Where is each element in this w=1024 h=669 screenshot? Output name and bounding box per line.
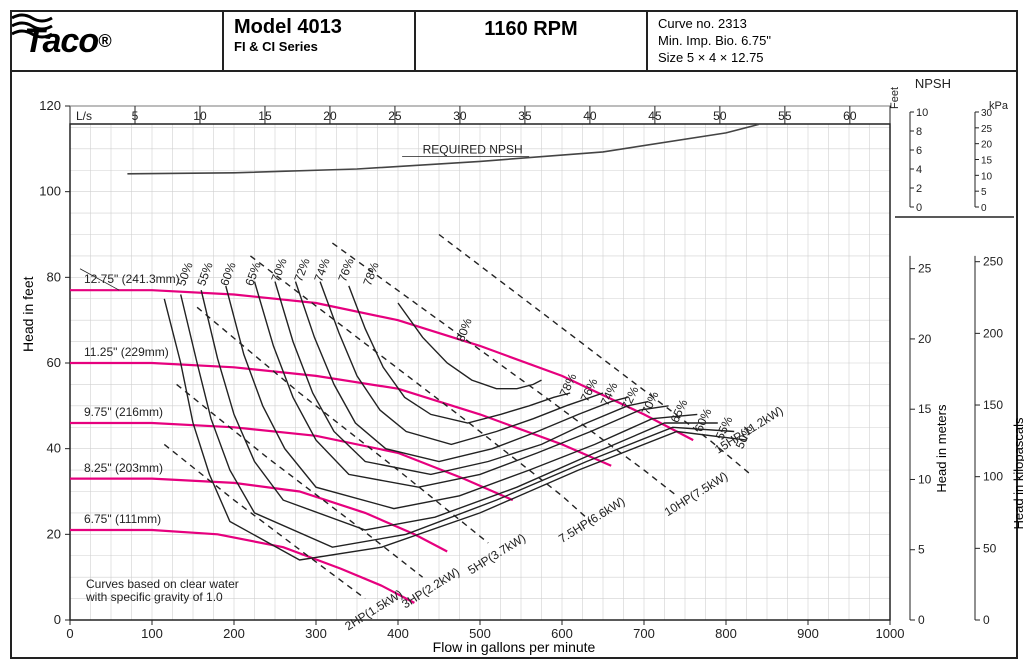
svg-text:400: 400 bbox=[387, 626, 409, 641]
svg-text:5: 5 bbox=[918, 543, 925, 557]
svg-text:1000: 1000 bbox=[876, 626, 905, 641]
note-line-2: with specific gravity of 1.0 bbox=[86, 590, 223, 604]
svg-text:700: 700 bbox=[633, 626, 655, 641]
plot-canvas: 0100200300400500600700800900100002040608… bbox=[12, 12, 1016, 657]
svg-text:30: 30 bbox=[453, 109, 467, 123]
svg-text:25: 25 bbox=[388, 109, 402, 123]
svg-text:50: 50 bbox=[713, 109, 727, 123]
svg-text:0: 0 bbox=[54, 612, 61, 627]
svg-text:20: 20 bbox=[323, 109, 337, 123]
npsh-label: NPSH bbox=[915, 76, 951, 91]
svg-text:0: 0 bbox=[918, 613, 925, 627]
svg-text:900: 900 bbox=[797, 626, 819, 641]
svg-text:60: 60 bbox=[47, 355, 61, 370]
impeller-label-1: 11.25" (229mm) bbox=[84, 345, 169, 359]
y-left-label: Head in feet bbox=[20, 277, 36, 353]
svg-text:300: 300 bbox=[305, 626, 327, 641]
svg-text:100: 100 bbox=[983, 470, 1003, 484]
svg-text:10: 10 bbox=[193, 109, 207, 123]
svg-text:45: 45 bbox=[648, 109, 662, 123]
svg-text:20: 20 bbox=[918, 332, 932, 346]
svg-text:8: 8 bbox=[916, 126, 922, 138]
svg-text:80: 80 bbox=[47, 269, 61, 284]
svg-text:50: 50 bbox=[983, 541, 997, 555]
svg-text:40: 40 bbox=[583, 109, 597, 123]
svg-text:L/s: L/s bbox=[76, 109, 92, 123]
svg-text:6: 6 bbox=[916, 145, 922, 157]
impeller-label-2: 9.75" (216mm) bbox=[84, 405, 163, 419]
svg-text:10: 10 bbox=[918, 472, 932, 486]
svg-text:120: 120 bbox=[39, 98, 61, 113]
y-right-m-label: Head in meters bbox=[934, 404, 949, 492]
svg-text:0: 0 bbox=[916, 202, 922, 214]
svg-text:15: 15 bbox=[981, 156, 993, 167]
svg-text:15: 15 bbox=[918, 402, 932, 416]
svg-text:20: 20 bbox=[47, 526, 61, 541]
svg-text:4: 4 bbox=[916, 164, 922, 176]
svg-text:10: 10 bbox=[981, 171, 993, 182]
svg-text:200: 200 bbox=[983, 326, 1003, 340]
impeller-label-0: 12.75" (241.3mm) bbox=[84, 272, 180, 286]
svg-text:40: 40 bbox=[47, 441, 61, 456]
svg-text:25: 25 bbox=[918, 262, 932, 276]
svg-text:2: 2 bbox=[916, 183, 922, 195]
svg-text:0: 0 bbox=[983, 613, 990, 627]
x-axis-label: Flow in gallons per minute bbox=[433, 639, 596, 655]
svg-text:15: 15 bbox=[258, 109, 272, 123]
svg-text:0: 0 bbox=[66, 626, 73, 641]
svg-text:100: 100 bbox=[141, 626, 163, 641]
impeller-label-3: 8.25" (203mm) bbox=[84, 461, 163, 475]
svg-text:REQUIRED NPSH: REQUIRED NPSH bbox=[423, 143, 523, 157]
svg-text:25: 25 bbox=[981, 124, 993, 135]
pump-curve-chart: Taco® Model 4013 FI & CI Series 1160 RPM… bbox=[10, 10, 1018, 659]
svg-text:200: 200 bbox=[223, 626, 245, 641]
npsh-feet-label: Feet bbox=[889, 87, 901, 109]
svg-text:55: 55 bbox=[778, 109, 792, 123]
svg-text:0: 0 bbox=[981, 203, 987, 214]
svg-text:20: 20 bbox=[981, 140, 993, 151]
svg-text:100: 100 bbox=[39, 184, 61, 199]
svg-text:5: 5 bbox=[981, 187, 987, 198]
svg-text:5: 5 bbox=[132, 109, 139, 123]
svg-text:10: 10 bbox=[916, 107, 928, 119]
svg-text:150: 150 bbox=[983, 398, 1003, 412]
svg-text:250: 250 bbox=[983, 255, 1003, 269]
svg-text:800: 800 bbox=[715, 626, 737, 641]
npsh-kpa-label: kPa bbox=[989, 100, 1008, 112]
y-right-kpa-label: Head in kilopascals bbox=[1011, 417, 1024, 529]
impeller-label-4: 6.75" (111mm) bbox=[84, 512, 161, 526]
svg-text:35: 35 bbox=[518, 109, 532, 123]
svg-text:60: 60 bbox=[843, 109, 857, 123]
